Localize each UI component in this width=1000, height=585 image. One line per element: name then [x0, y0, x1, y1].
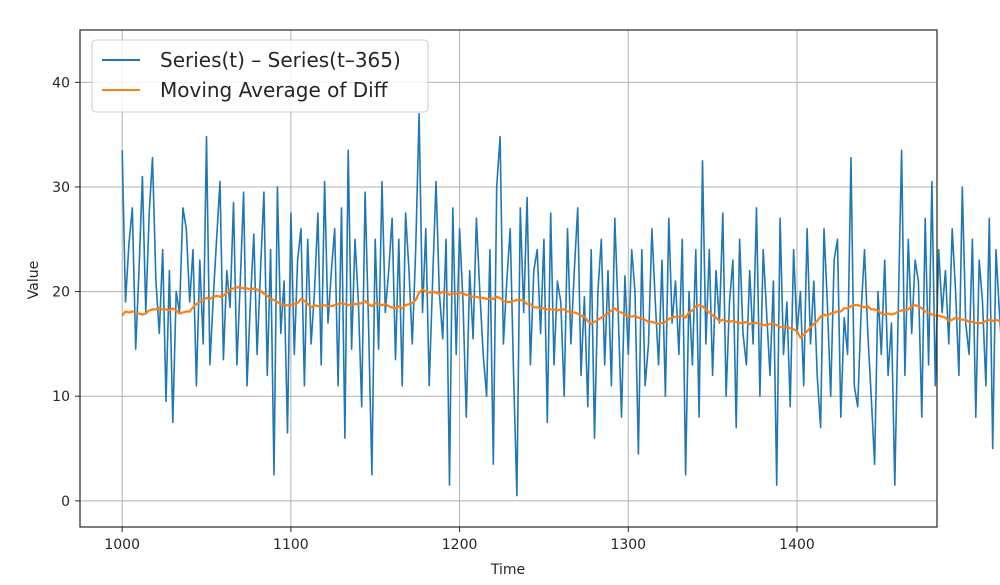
legend-label-diff: Series(t) – Series(t–365): [160, 48, 401, 72]
plot-frame: [79, 29, 938, 528]
legend-label-moving-average: Moving Average of Diff: [160, 78, 389, 102]
x-axis-label: Time: [490, 562, 525, 578]
y-tick-label: 20: [52, 285, 70, 301]
x-tick-label: 1400: [779, 537, 815, 553]
axis-ticks: 1000 1100 1200 1300 1400 0 10 20 30 40: [52, 75, 815, 553]
series-line-diff: [121, 112, 1000, 497]
series-line-moving-average: [121, 286, 1000, 339]
y-tick-label: 10: [52, 389, 70, 405]
legend: Series(t) – Series(t–365) Moving Average…: [91, 39, 429, 113]
x-tick-label: 1000: [104, 537, 140, 553]
x-tick-label: 1100: [273, 537, 309, 553]
y-axis-label: Value: [26, 261, 42, 299]
legend-box: [91, 39, 429, 113]
grid: [80, 30, 937, 527]
series-lines: [121, 112, 1000, 497]
y-tick-label: 30: [52, 180, 70, 196]
x-tick-label: 1200: [442, 537, 478, 553]
x-tick-label: 1300: [610, 537, 646, 553]
y-tick-label: 0: [61, 494, 70, 510]
y-tick-label: 40: [52, 75, 70, 91]
